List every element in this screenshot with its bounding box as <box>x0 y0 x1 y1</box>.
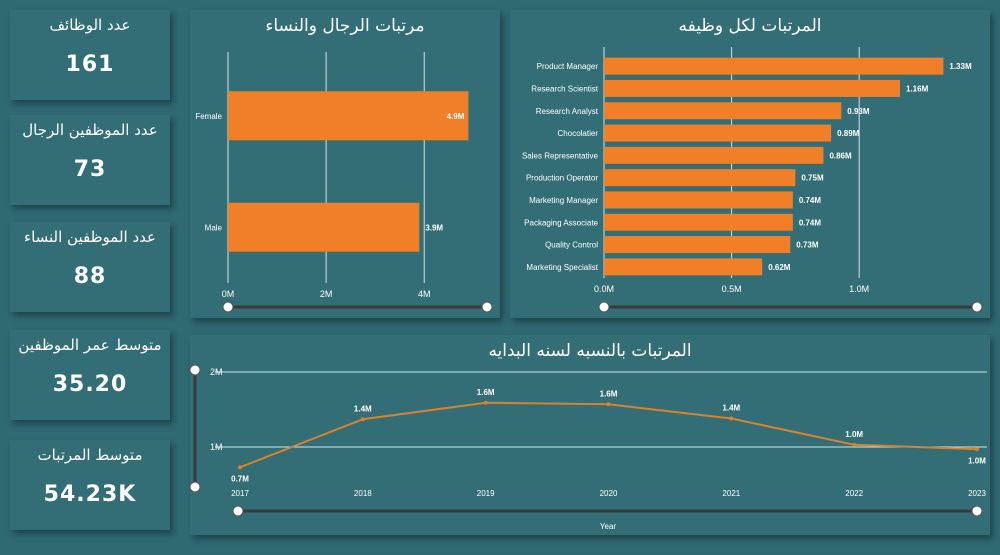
kpi-title: متوسط المرتبات <box>37 446 143 464</box>
x-tick-label: 2M <box>320 289 333 299</box>
bar[interactable] <box>604 236 791 254</box>
bar[interactable] <box>604 213 793 231</box>
data-label: 1.33M <box>949 62 972 71</box>
data-label: 3.9M <box>425 223 443 232</box>
salary-line <box>239 401 978 469</box>
data-label: 0.73M <box>796 241 819 250</box>
category-label: Research Analyst <box>536 107 599 116</box>
bar[interactable] <box>604 258 763 276</box>
range-slider-handle[interactable] <box>189 481 201 493</box>
kpi-card: عدد الموظفين النساء 88 <box>10 222 170 312</box>
bar[interactable] <box>228 202 420 252</box>
bar[interactable] <box>604 124 832 142</box>
category-label: Female <box>195 112 222 121</box>
bar[interactable] <box>604 57 944 75</box>
x-tick-label: 2017 <box>231 489 249 498</box>
gender-chart-title: مرتبات الرجال والنساء <box>265 16 425 36</box>
x-tick-label: 0M <box>222 289 235 299</box>
category-label: Chocolatier <box>558 129 599 138</box>
data-point <box>606 402 611 407</box>
data-label: 1.0M <box>968 456 986 465</box>
kpi-card: متوسط عمر الموظفين 35.20 <box>10 330 170 420</box>
kpi-title: متوسط عمر الموظفين <box>18 336 162 354</box>
data-label: 1.0M <box>845 430 863 439</box>
data-point <box>975 447 979 452</box>
data-label: 0.75M <box>801 174 824 183</box>
bar[interactable] <box>604 146 824 164</box>
data-label: 0.74M <box>799 218 822 227</box>
line-chart-title: المرتبات بالنسبه لسنه البدايه <box>488 341 692 361</box>
range-slider-handle[interactable] <box>481 301 493 313</box>
x-tick-label: 2023 <box>968 489 986 498</box>
x-tick-label: 2022 <box>845 489 863 498</box>
job-salary-chart: 0.0M 0.5M 1.0M Product Manager 1.33M Research… <box>522 47 983 313</box>
data-label: 1.4M <box>722 404 740 413</box>
range-slider-handle[interactable] <box>598 301 610 313</box>
data-point <box>483 400 488 405</box>
kpi-value: 161 <box>65 52 115 77</box>
bar[interactable] <box>604 169 796 187</box>
category-label: Packaging Associate <box>524 218 598 227</box>
bar[interactable] <box>604 102 842 120</box>
range-slider-handle[interactable] <box>232 505 244 517</box>
data-point <box>238 465 242 470</box>
data-label: 0.93M <box>847 107 870 116</box>
x-tick-label: 2021 <box>722 489 740 498</box>
data-label: 0.7M <box>231 474 249 483</box>
data-label: 4.9M <box>447 112 465 121</box>
kpi-value: 73 <box>73 157 107 182</box>
x-tick-label: 2020 <box>600 489 618 498</box>
bar[interactable] <box>228 91 469 141</box>
x-tick-label: 4M <box>418 289 431 299</box>
category-label: Research Scientist <box>531 84 598 93</box>
x-tick-label: 2018 <box>354 489 372 498</box>
kpi-value: 54.23K <box>43 482 137 507</box>
x-axis-title: Year <box>600 522 617 531</box>
category-label: Marketing Specialist <box>526 263 598 272</box>
data-label: 1.6M <box>477 388 495 397</box>
data-point <box>360 417 365 422</box>
category-label: Production Operator <box>526 174 598 183</box>
category-label: Marketing Manager <box>529 196 598 205</box>
kpi-card: عدد الموظفين الرجال 73 <box>10 115 170 205</box>
category-label: Quality Control <box>545 241 598 250</box>
kpi-value: 88 <box>73 264 107 289</box>
data-label: 0.74M <box>799 196 822 205</box>
y-tick-label: 2M <box>210 367 223 377</box>
data-point <box>852 442 857 447</box>
data-label: 1.4M <box>354 404 372 413</box>
job-salary-panel: المرتبات لكل وظيفه 0.0M 0.5M 1.0M Product M… <box>510 10 990 318</box>
gender-salary-panel: مرتبات الرجال والنساء 0M 2M 4M Female 4.9M Ma… <box>190 10 500 318</box>
data-label: 0.86M <box>829 151 852 160</box>
kpi-title: عدد الوظائف <box>49 16 131 34</box>
kpi-card: متوسط المرتبات 54.23K <box>10 440 170 530</box>
data-label: 1.16M <box>906 84 929 93</box>
category-label: Male <box>205 223 223 232</box>
x-tick-label: 0.0M <box>594 284 614 294</box>
year-salary-panel: المرتبات بالنسبه لسنه البدايه 1M 2M 0.7M 20… <box>189 335 990 535</box>
kpi-value: 35.20 <box>52 372 128 397</box>
range-slider-handle[interactable] <box>222 301 234 313</box>
year-salary-chart: 1M 2M 0.7M 2017 1.4M 2018 1.6M 2019 1.6M 2020 1.4M… <box>189 364 987 531</box>
x-tick-label: 2019 <box>477 489 495 498</box>
gender-salary-chart: 0M 2M 4M Female 4.9M Male 3.9M <box>195 52 493 313</box>
bar[interactable] <box>604 191 793 209</box>
kpi-title: عدد الموظفين الرجال <box>22 121 158 139</box>
kpi-card: عدد الوظائف 161 <box>10 10 170 100</box>
data-label: 1.6M <box>600 389 618 398</box>
x-tick-label: 0.5M <box>722 284 742 294</box>
bar[interactable] <box>604 79 900 97</box>
data-label: 0.89M <box>837 129 860 138</box>
category-label: Sales Representative <box>522 151 599 160</box>
range-slider-handle[interactable] <box>971 301 983 313</box>
y-tick-label: 1M <box>210 442 223 452</box>
kpi-title: عدد الموظفين النساء <box>24 228 156 246</box>
data-label: 0.62M <box>768 263 791 272</box>
range-slider-handle[interactable] <box>971 505 983 517</box>
data-point <box>729 416 734 421</box>
category-label: Product Manager <box>537 62 599 71</box>
job-chart-title: المرتبات لكل وظيفه <box>678 16 822 36</box>
x-tick-label: 1.0M <box>849 284 869 294</box>
range-slider-handle[interactable] <box>189 364 201 376</box>
